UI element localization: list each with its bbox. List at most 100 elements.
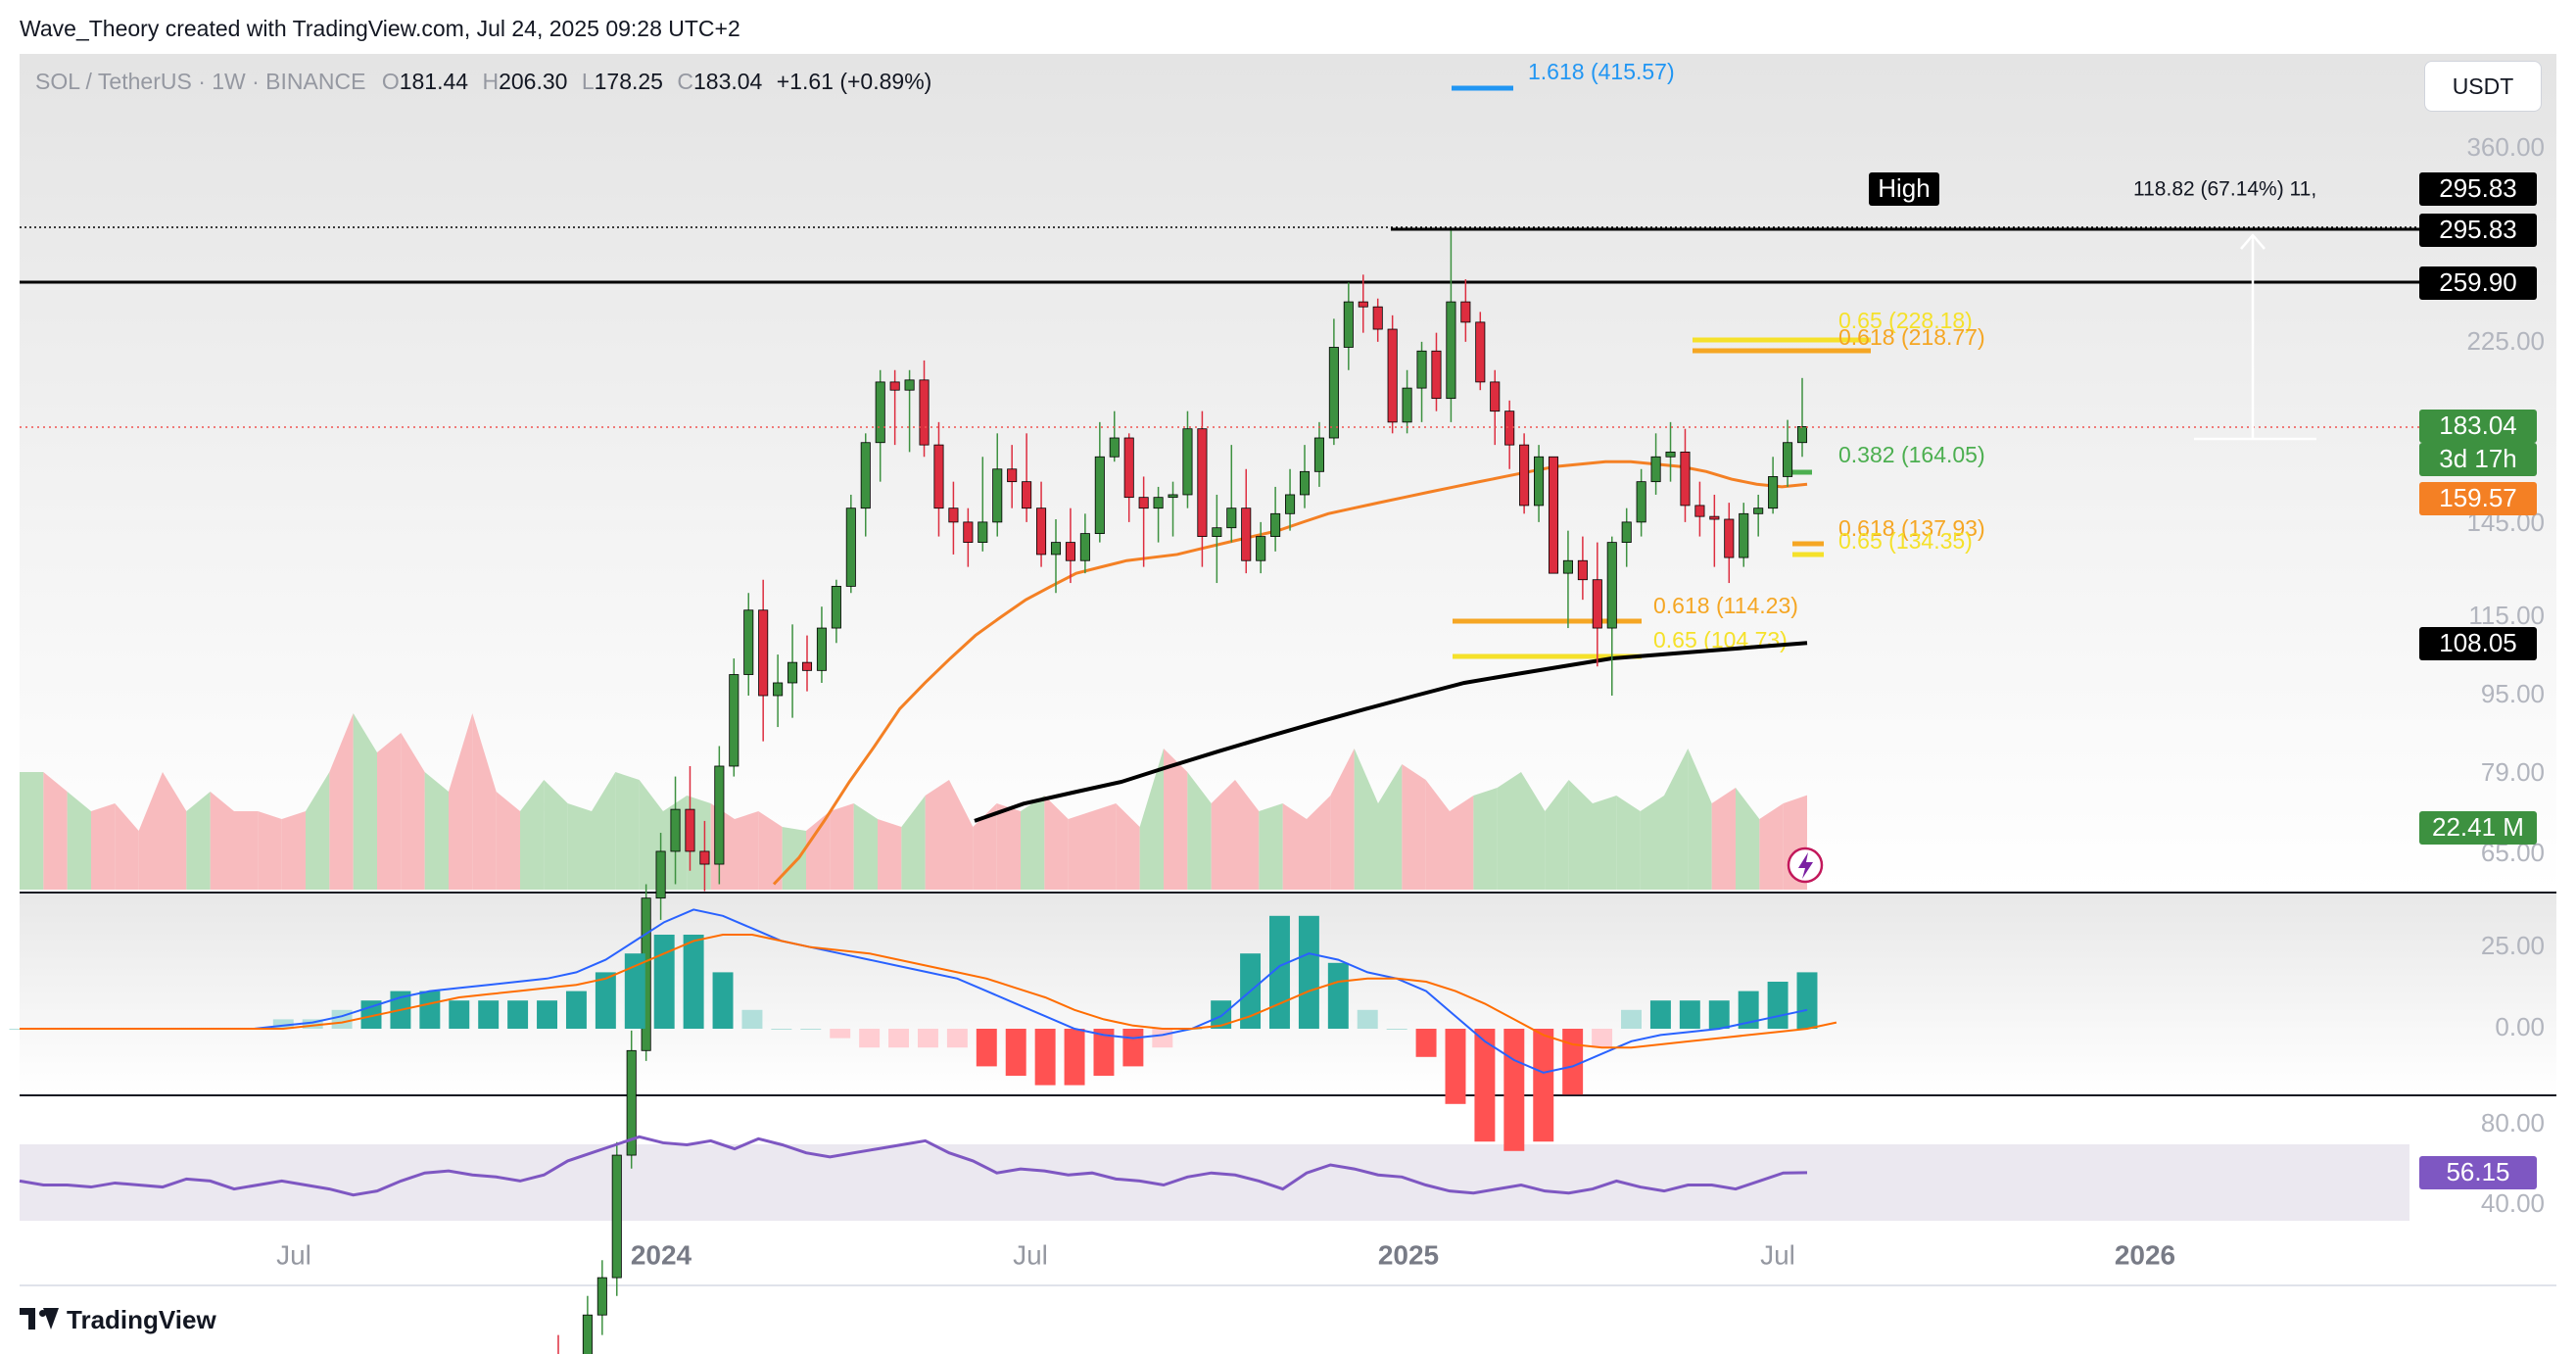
- rsi-tick-label: 40.00: [2481, 1188, 2545, 1218]
- candle-body: [1358, 301, 1368, 308]
- candle-body: [919, 379, 930, 446]
- high-label: H: [482, 69, 500, 94]
- candle-body: [1796, 425, 1808, 444]
- candle-body: [1212, 527, 1222, 537]
- currency-button[interactable]: USDT: [2424, 61, 2542, 112]
- volume-bar: [1330, 749, 1355, 890]
- volume-bar: [1736, 788, 1760, 890]
- volume-bar: [306, 772, 330, 890]
- close-value: 183.04: [693, 69, 763, 94]
- candle-body: [1387, 328, 1398, 423]
- volume-bar: [735, 811, 759, 890]
- macd-histogram-bar: [741, 1009, 763, 1029]
- macd-histogram-bar: [917, 1029, 938, 1048]
- volume-bar: [1425, 780, 1450, 890]
- volume-bar: [1378, 764, 1403, 890]
- volume-bar: [567, 803, 592, 890]
- volume-bar: [996, 803, 1021, 890]
- volume-bar: [67, 792, 91, 890]
- candle-body: [1123, 437, 1134, 499]
- fib-label: 0.382 (164.05): [1838, 442, 1985, 467]
- volume-bar: [782, 827, 806, 890]
- volume-bar: [1616, 796, 1641, 890]
- tradingview-logo[interactable]: TradingView: [20, 1303, 216, 1336]
- volume-bar: [878, 819, 902, 890]
- candle-body: [845, 508, 856, 587]
- lightning-icon[interactable]: [1787, 846, 1824, 884]
- volume-bar: [1497, 772, 1521, 890]
- candle-body: [626, 1049, 637, 1156]
- candle-body: [670, 808, 681, 852]
- measure-tool[interactable]: [2194, 233, 2316, 441]
- candle-body: [1402, 387, 1412, 423]
- price-label-box: [1869, 172, 1939, 206]
- candle-body: [758, 609, 769, 697]
- x-axis-ticks: Jul 2024 Jul 2025 Jul 2026: [276, 1239, 2175, 1270]
- candle-body: [1680, 451, 1691, 507]
- y-tick-label: 79.00: [2481, 757, 2545, 787]
- candle-body: [1739, 512, 1749, 558]
- macd-histogram-bar: [859, 1029, 881, 1048]
- volume-bar: [544, 780, 568, 890]
- x-tick-label: Jul: [1760, 1239, 1795, 1270]
- macd-histogram-bar: [1503, 1029, 1525, 1151]
- macd-histogram-bar: [712, 972, 734, 1029]
- candle-body: [1197, 428, 1208, 537]
- price-label-box: [2419, 410, 2537, 443]
- low-label: L: [581, 69, 595, 94]
- macd-histogram-bar: [1708, 1000, 1730, 1029]
- candle-body: [1665, 451, 1676, 458]
- macd-histogram-bar: [1122, 1029, 1144, 1067]
- volume-bar: [234, 811, 259, 890]
- y-axis-ticks: 360.00225.00145.00115.0095.0079.0065.002…: [2466, 132, 2545, 1218]
- price-label-text: 108.05: [2439, 628, 2517, 657]
- candle-body: [875, 381, 885, 444]
- candle-body: [1313, 437, 1324, 472]
- candle-body: [699, 850, 710, 865]
- candle-body: [1534, 456, 1545, 507]
- candle-body: [611, 1154, 622, 1279]
- ema-black-line: [974, 641, 1808, 823]
- fib-label: 0.65 (134.35): [1838, 528, 1973, 554]
- volume-bar: [496, 792, 520, 890]
- candle-body: [1768, 476, 1779, 509]
- candle-body: [992, 468, 1003, 523]
- macd-histogram-bar: [1211, 1000, 1232, 1029]
- low-value: 178.25: [594, 69, 663, 94]
- macd-histogram-bar: [1562, 1029, 1584, 1095]
- open-value: 181.44: [399, 69, 469, 94]
- macd-histogram-bar: [1327, 962, 1349, 1029]
- volume-bar: [1664, 749, 1689, 890]
- macd-tick-label: 25.00: [2481, 931, 2545, 960]
- tradingview-logo-icon: [20, 1308, 59, 1331]
- volume-bar: [1307, 796, 1331, 890]
- symbol-name[interactable]: SOL / TetherUS · 1W · BINANCE: [35, 69, 366, 94]
- macd-tick-label: 0.00: [2495, 1012, 2545, 1041]
- volume-bar: [1021, 796, 1045, 890]
- macd-histogram-bar: [624, 953, 645, 1029]
- price-label-text: 259.90: [2439, 267, 2517, 297]
- macd-histogram-bar: [888, 1029, 910, 1048]
- candle-body: [1753, 508, 1764, 514]
- volume-bar: [329, 713, 354, 890]
- candle-body: [1007, 468, 1018, 483]
- volume-bar: [1688, 749, 1712, 890]
- price-label-box: [2419, 627, 2537, 660]
- candle-body: [1709, 515, 1720, 520]
- candle-body: [1079, 533, 1090, 561]
- price-label-box: [2419, 811, 2537, 845]
- volume-bar: [20, 772, 44, 890]
- candle-body: [1094, 456, 1105, 535]
- macd-histogram-bar: [331, 1009, 353, 1029]
- candle-body: [801, 661, 813, 671]
- volume-bar: [1164, 749, 1188, 890]
- macd-histogram-bar: [771, 1029, 792, 1030]
- volume-bar: [1593, 796, 1617, 890]
- x-tick-label: 2024: [631, 1239, 692, 1270]
- volume-bar: [401, 733, 425, 890]
- candle-body: [1241, 508, 1252, 561]
- candle-body: [1606, 542, 1617, 629]
- candle-body: [1065, 542, 1075, 561]
- volume-bar: [1354, 749, 1378, 890]
- candle-body: [889, 381, 900, 391]
